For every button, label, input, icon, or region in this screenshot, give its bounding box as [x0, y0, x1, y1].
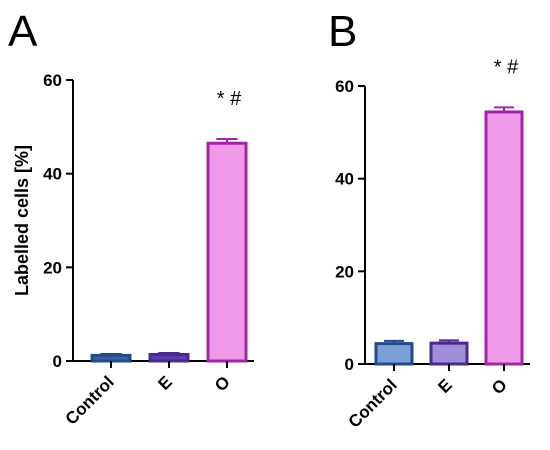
x-tick-label: E: [434, 375, 455, 396]
bar-control: [90, 353, 132, 363]
y-tick-label: 60: [43, 71, 62, 90]
y-tick-label: 0: [345, 355, 354, 374]
panel-letter: B: [328, 7, 357, 56]
x-tick-label: E: [154, 372, 175, 393]
y-tick-label: 0: [53, 352, 62, 371]
significance-annotation: * #: [494, 56, 519, 78]
y-tick-label: 40: [43, 165, 62, 184]
panel-letter: A: [8, 7, 38, 56]
bar-e: [148, 352, 190, 363]
bar-o: [484, 110, 524, 366]
significance-annotation: * #: [217, 88, 242, 110]
panel-b: B 0 20 40 60 Control E O * #: [328, 7, 530, 432]
y-tick-label: 40: [335, 170, 354, 189]
x-tick-label: Control: [62, 372, 118, 428]
x-tick-label: O: [488, 375, 511, 398]
bar-control: [374, 342, 414, 366]
y-axis-label: Labelled cells [%]: [12, 145, 32, 296]
y-tick-label: 20: [335, 262, 354, 281]
x-tick-label: O: [211, 372, 234, 395]
x-tick-label: Control: [345, 375, 401, 431]
panel-a: A 0 20 40 60 Labelled cells [%] Control E O * #: [8, 7, 254, 429]
y-tick-label: 60: [335, 77, 354, 96]
y-tick-label: 20: [43, 258, 62, 277]
bar-e: [429, 341, 469, 366]
bar-o: [206, 141, 248, 363]
